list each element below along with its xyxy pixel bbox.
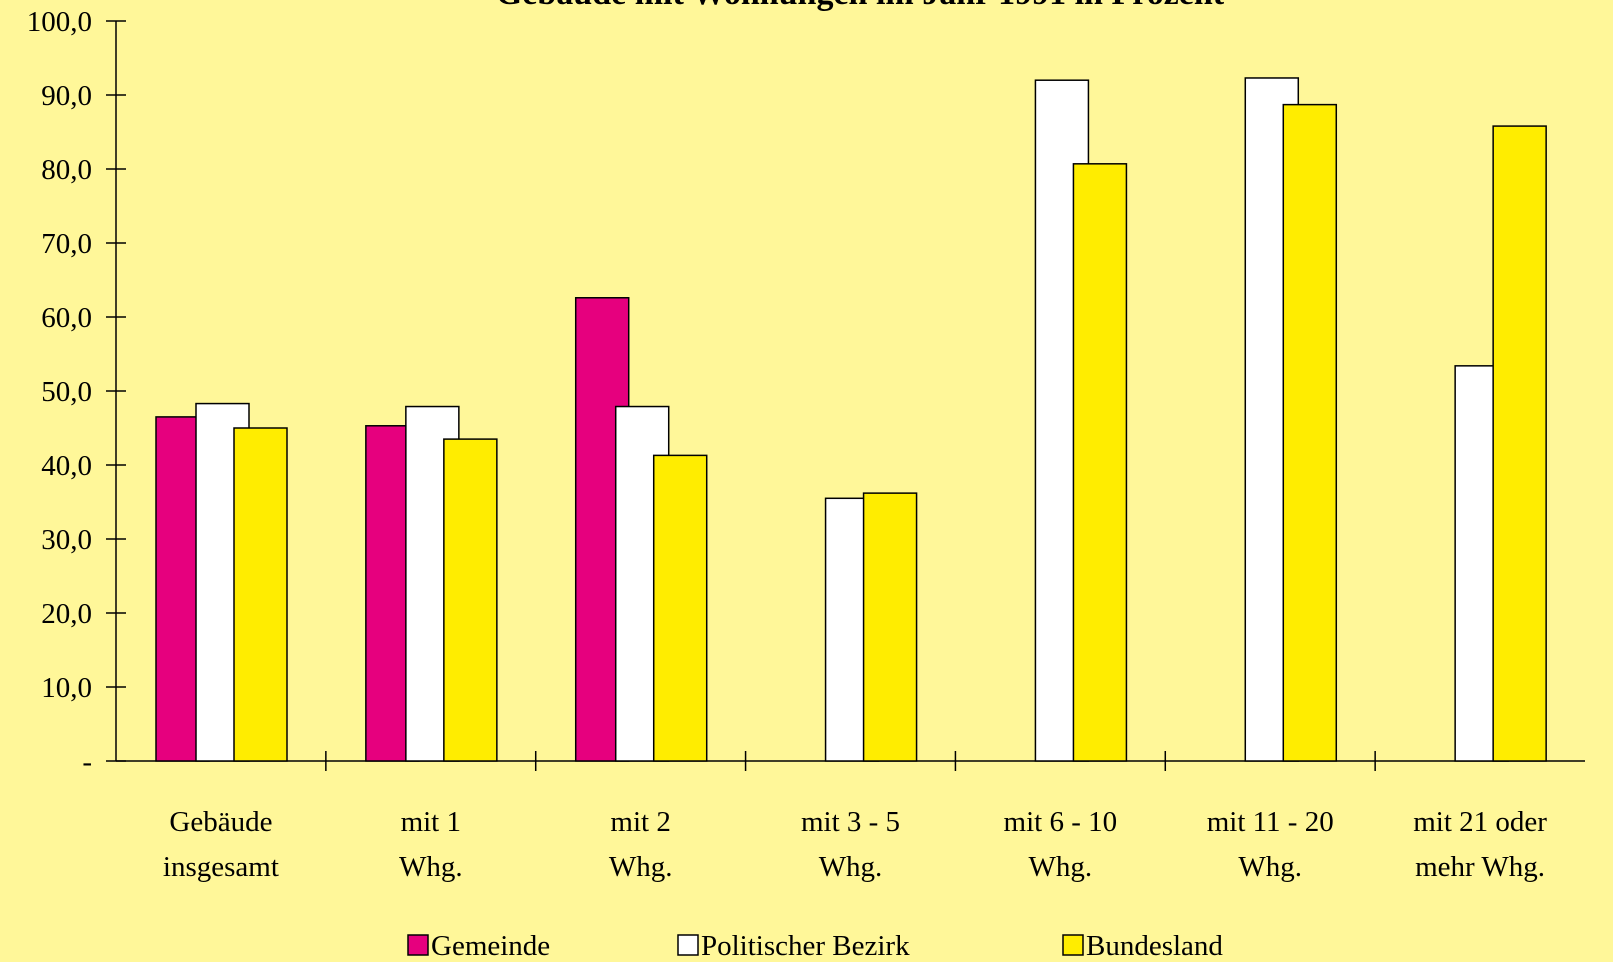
category-label: mit 6 - 10 [1004, 806, 1118, 838]
chart-title: Gebäude mit Wohnungen im Jahr 1991 in Pr… [496, 0, 1225, 12]
category-label: mit 2 [610, 806, 670, 838]
y-tick-label: 30,0 [41, 524, 92, 556]
category-labels: Gebäude insgesamt mit 1 Whg. mit 2 Whg. mit 3 … [163, 806, 1547, 883]
category-label: Whg. [819, 851, 883, 883]
category-label: mit 3 - 5 [801, 806, 900, 838]
bar [233, 427, 288, 762]
y-tick-label: 20,0 [41, 598, 92, 630]
bars [155, 77, 1547, 762]
legend-swatch [1062, 934, 1084, 956]
y-axis: - 10,0 20,0 30,0 40,0 50,0 60,0 70,0 80,0 90,0 100… [27, 6, 126, 778]
category-label: mehr Whg. [1415, 851, 1545, 883]
y-tick-label: - [82, 746, 92, 778]
category-label: Gebäude [169, 806, 272, 838]
y-tick-label: 40,0 [41, 450, 92, 482]
y-tick-label: 60,0 [41, 302, 92, 334]
y-tick-label: 10,0 [41, 672, 92, 704]
category-label: Whg. [1029, 851, 1093, 883]
y-tick-label: 80,0 [41, 154, 92, 186]
legend-swatch [407, 934, 429, 956]
y-tick-label: 50,0 [41, 376, 92, 408]
legend: Gemeinde Politischer Bezirk Bundesland [407, 930, 1223, 962]
bar [1492, 125, 1547, 762]
bar [1282, 103, 1338, 762]
category-label: mit 1 [401, 806, 461, 838]
legend-label: Bundesland [1086, 930, 1223, 962]
category-label: Whg. [609, 851, 673, 883]
bar [443, 438, 498, 762]
category-label: mit 21 oder [1413, 806, 1547, 838]
category-label: insgesamt [163, 851, 279, 883]
y-tick-label: 100,0 [27, 6, 92, 38]
category-label: Whg. [399, 851, 463, 883]
category-label: Whg. [1238, 851, 1302, 883]
y-tick-label: 70,0 [41, 228, 92, 260]
bar [1072, 163, 1128, 762]
category-label: mit 11 - 20 [1207, 806, 1334, 838]
legend-label: Politischer Bezirk [701, 930, 910, 962]
legend-label: Gemeinde [431, 930, 550, 962]
bar [652, 454, 708, 762]
legend-swatch [677, 934, 699, 956]
y-tick-label: 90,0 [41, 80, 92, 112]
bar [862, 492, 918, 762]
